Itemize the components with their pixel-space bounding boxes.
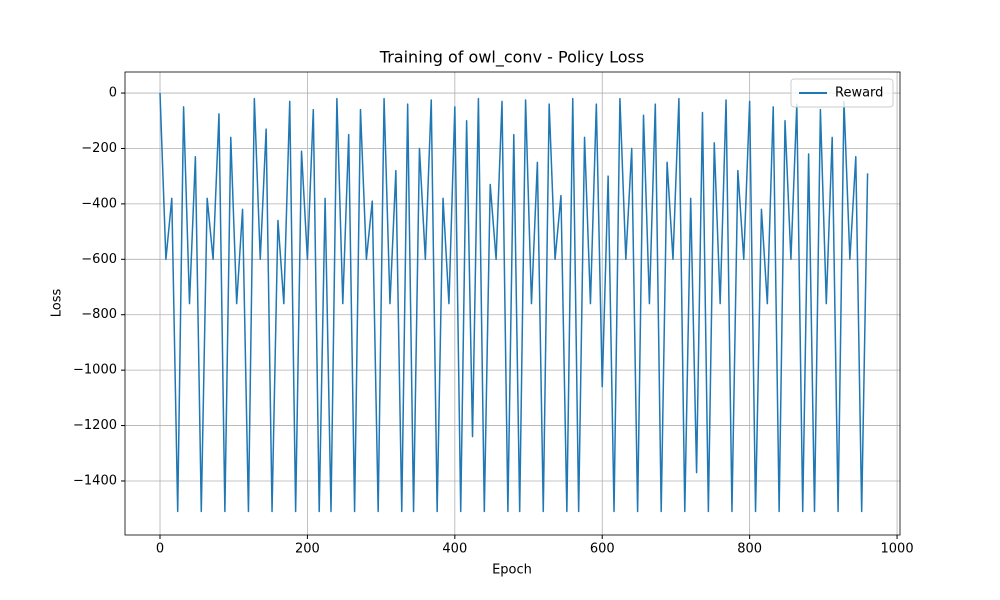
line-series <box>159 93 869 513</box>
x-tick-label: 0 <box>156 542 164 557</box>
x-tick-label: 800 <box>737 542 762 557</box>
x-tick-label: 200 <box>295 542 320 557</box>
y-tick-label: −600 <box>81 252 117 267</box>
y-axis-label: Loss <box>50 289 65 318</box>
x-axis-label: Epoch <box>492 563 532 578</box>
y-tick-label: −1200 <box>73 418 117 433</box>
y-tick-label: −800 <box>81 307 117 322</box>
x-tick-label: 600 <box>590 542 615 557</box>
y-tick-label: −1400 <box>73 473 117 488</box>
y-tick-label: −400 <box>81 196 117 211</box>
y-tick-label: −1000 <box>73 363 117 378</box>
legend-label: Reward <box>835 86 883 101</box>
y-tick-label: −200 <box>81 141 117 156</box>
x-tick-label: 1000 <box>881 542 914 557</box>
chart-title: Training of owl_conv - Policy Loss <box>379 48 644 68</box>
x-tick-label: 400 <box>442 542 467 557</box>
legend-box <box>790 78 894 108</box>
y-tick-label: 0 <box>109 86 117 101</box>
plot-frame <box>124 71 901 536</box>
